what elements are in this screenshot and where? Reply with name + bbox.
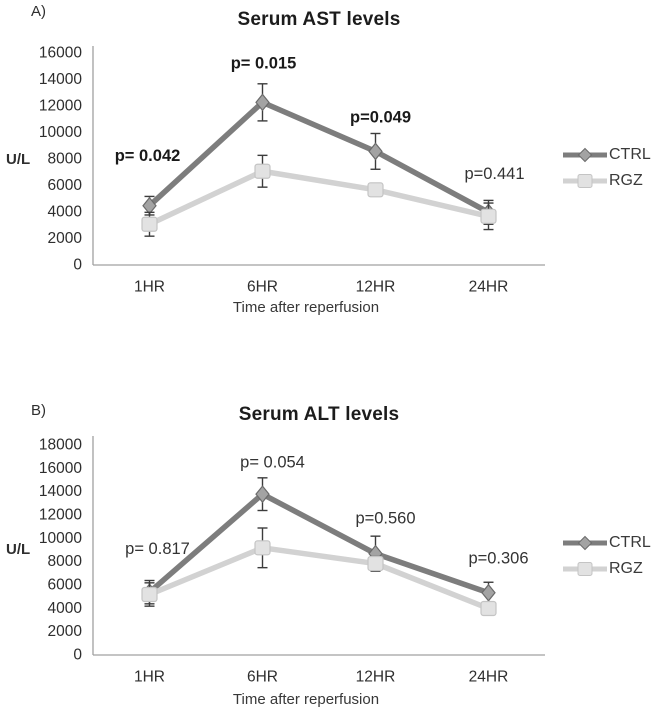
ctrl-diamond-marker bbox=[481, 583, 496, 602]
legend-ast: CTRL RGZ bbox=[562, 146, 651, 199]
x-tick-label: 12HR bbox=[356, 278, 396, 295]
rgz-square-marker bbox=[367, 555, 384, 572]
legend-label-ctrl: CTRL bbox=[609, 534, 651, 551]
x-tick-label: 6HR bbox=[247, 668, 278, 685]
y-tick-label: 12000 bbox=[39, 506, 82, 523]
axes bbox=[92, 436, 545, 656]
chart-title-alt: Serum ALT levels bbox=[238, 404, 400, 425]
y-tick-label: 16000 bbox=[39, 44, 82, 61]
y-tick-label: 6000 bbox=[48, 576, 83, 593]
panel-label-a: A) bbox=[31, 3, 46, 20]
y-tick-label: 10000 bbox=[39, 124, 82, 141]
y-tick-label: 8000 bbox=[48, 150, 83, 167]
rgz-square-marker bbox=[480, 208, 497, 224]
rgz-square-marker bbox=[254, 163, 271, 179]
p-value-annotations: p= 0.042 p= 0.015 p=0.049 p=0.441 bbox=[115, 54, 525, 183]
p-value-label: p= 0.042 bbox=[115, 147, 181, 165]
legend-label-rgz: RGZ bbox=[609, 560, 643, 577]
p-value-label: p=0.441 bbox=[464, 165, 524, 183]
rgz-square-marker bbox=[141, 586, 158, 603]
rgz-line bbox=[146, 545, 492, 612]
p-value-label: p=0.560 bbox=[355, 509, 415, 527]
y-tick-labels: 0 2000 4000 6000 8000 10000 12000 14000 16000 180… bbox=[39, 436, 82, 663]
rgz-series bbox=[141, 527, 497, 617]
ast-plot: 0 2000 4000 6000 8000 10000 12000 14000 16000 1HR… bbox=[39, 44, 545, 295]
chart-title-ast: Serum AST levels bbox=[237, 9, 401, 30]
y-tick-label: 0 bbox=[73, 256, 82, 273]
y-tick-label: 12000 bbox=[39, 97, 82, 114]
ctrl-line bbox=[146, 99, 492, 216]
panel-ast: 0 2000 4000 6000 8000 10000 12000 14000 16000 1HR… bbox=[0, 0, 656, 340]
rgz-line bbox=[146, 168, 492, 227]
p-value-label: p=0.306 bbox=[468, 550, 528, 568]
x-tick-labels: 1HR 6HR 12HR 24HR bbox=[134, 668, 508, 685]
rgz-series bbox=[141, 154, 497, 237]
alt-plot: 0 2000 4000 6000 8000 10000 12000 14000 16000 180… bbox=[39, 436, 545, 685]
x-axis-title-alt: Time after reperfusion bbox=[232, 691, 380, 708]
y-tick-labels: 0 2000 4000 6000 8000 10000 12000 14000 16000 bbox=[39, 44, 82, 273]
y-tick-label: 10000 bbox=[39, 530, 82, 547]
x-tick-label: 6HR bbox=[247, 278, 278, 295]
rgz-square-marker bbox=[254, 540, 271, 556]
ctrl-line bbox=[146, 491, 492, 596]
ctrl-diamond-marker bbox=[255, 93, 270, 112]
p-value-label: p= 0.817 bbox=[125, 540, 190, 558]
x-tick-label: 1HR bbox=[134, 278, 165, 295]
legend-entry-ctrl: CTRL bbox=[562, 534, 651, 551]
y-tick-label: 14000 bbox=[39, 71, 82, 88]
panel-label-b: B) bbox=[31, 402, 46, 419]
p-value-label: p=0.049 bbox=[350, 109, 411, 127]
rgz-square-marker bbox=[480, 600, 497, 617]
y-tick-label: 8000 bbox=[48, 553, 83, 570]
rgz-line-marker-icon bbox=[563, 174, 607, 188]
x-tick-labels: 1HR 6HR 12HR 24HR bbox=[134, 278, 508, 295]
y-axis-title-alt: U/L bbox=[6, 541, 31, 558]
legend-label-ctrl: CTRL bbox=[609, 146, 651, 163]
y-tick-label: 14000 bbox=[39, 483, 82, 500]
x-tick-label: 12HR bbox=[356, 668, 396, 685]
legend-entry-rgz: RGZ bbox=[562, 560, 651, 577]
y-tick-label: 6000 bbox=[48, 177, 83, 194]
p-value-label: p= 0.054 bbox=[240, 453, 305, 471]
ctrl-diamond-marker bbox=[255, 485, 270, 504]
y-tick-label: 4000 bbox=[48, 600, 83, 617]
rgz-square-marker bbox=[141, 216, 158, 232]
y-tick-label: 2000 bbox=[48, 623, 83, 640]
p-value-annotations: p= 0.817 p= 0.054 p=0.560 p=0.306 bbox=[125, 453, 528, 567]
panel-alt: 0 2000 4000 6000 8000 10000 12000 14000 16000 180… bbox=[0, 380, 656, 712]
rgz-square-marker bbox=[367, 182, 384, 198]
y-tick-label: 2000 bbox=[48, 230, 83, 247]
y-tick-label: 16000 bbox=[39, 460, 82, 477]
legend-entry-rgz: RGZ bbox=[562, 172, 651, 189]
legend-label-rgz: RGZ bbox=[609, 172, 643, 189]
ctrl-line-marker-icon bbox=[563, 147, 607, 163]
x-tick-label: 24HR bbox=[469, 668, 509, 685]
x-tick-label: 1HR bbox=[134, 668, 165, 685]
ctrl-diamond-marker bbox=[368, 142, 383, 161]
p-value-label: p= 0.015 bbox=[231, 54, 297, 72]
x-tick-label: 24HR bbox=[469, 278, 509, 295]
y-tick-label: 18000 bbox=[39, 436, 82, 453]
y-tick-label: 0 bbox=[73, 646, 82, 663]
axes bbox=[92, 46, 545, 266]
legend-entry-ctrl: CTRL bbox=[562, 146, 651, 163]
ctrl-line-marker-icon bbox=[563, 535, 607, 551]
ctrl-series bbox=[142, 477, 496, 605]
legend-alt: CTRL RGZ bbox=[562, 534, 651, 587]
y-axis-title-ast: U/L bbox=[6, 151, 31, 168]
x-axis-title-ast: Time after reperfusion bbox=[232, 299, 380, 316]
y-tick-label: 4000 bbox=[48, 203, 83, 220]
rgz-line-marker-icon bbox=[563, 562, 607, 576]
